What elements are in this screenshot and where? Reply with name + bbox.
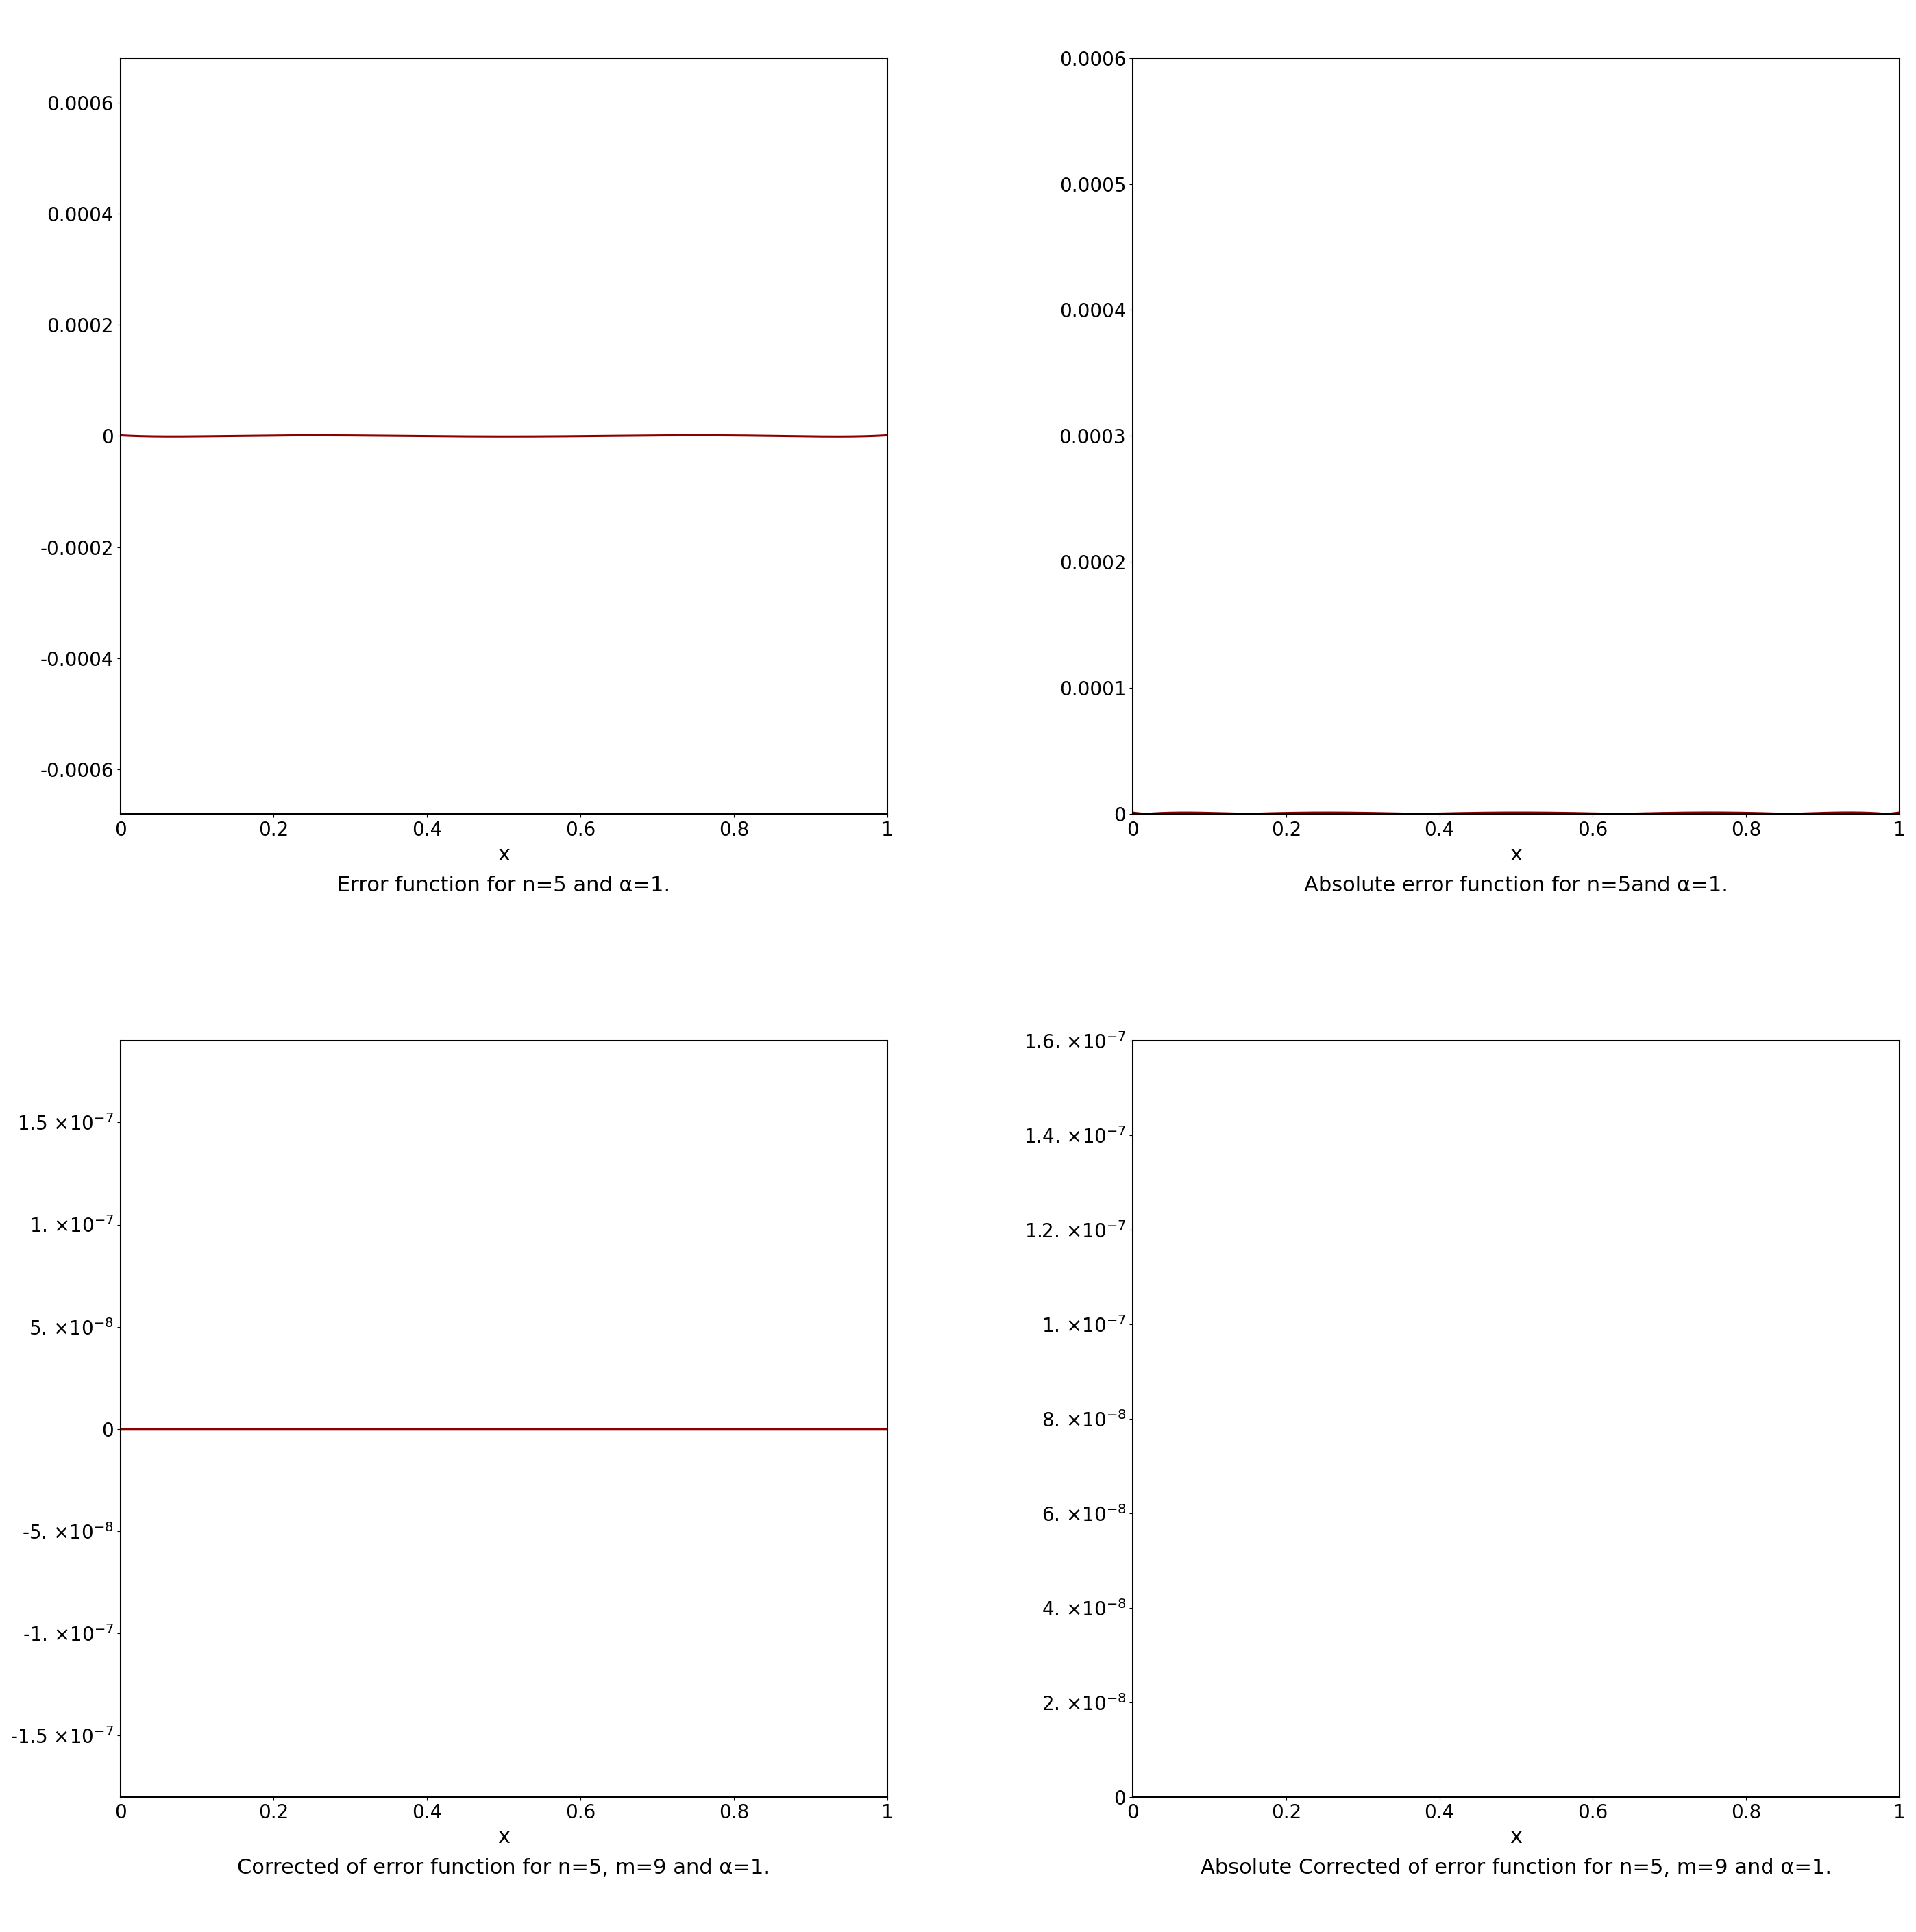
Text: Absolute error function for n=5and α=1.: Absolute error function for n=5and α=1. [1305, 875, 1728, 895]
Text: Error function for n=5 and α=1.: Error function for n=5 and α=1. [337, 875, 671, 895]
Text: Corrected of error function for n=5, m=9 and α=1.: Corrected of error function for n=5, m=9… [238, 1859, 770, 1878]
X-axis label: x: x [498, 844, 510, 864]
X-axis label: x: x [1510, 844, 1523, 864]
X-axis label: x: x [498, 1828, 510, 1847]
Text: Absolute Corrected of error function for n=5, m=9 and α=1.: Absolute Corrected of error function for… [1201, 1859, 1832, 1878]
X-axis label: x: x [1510, 1828, 1523, 1847]
